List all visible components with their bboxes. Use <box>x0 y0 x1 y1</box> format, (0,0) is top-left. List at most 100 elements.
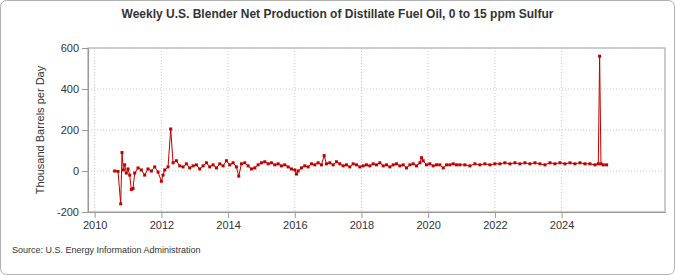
data-point <box>442 166 445 169</box>
x-tick: 2016 <box>283 212 307 231</box>
data-point <box>568 161 571 164</box>
data-point <box>445 163 448 166</box>
data-point <box>247 164 250 167</box>
data-point <box>325 162 328 165</box>
data-point <box>523 161 526 164</box>
y-tick-mark <box>82 48 88 49</box>
data-point <box>303 164 306 167</box>
data-point <box>553 162 556 165</box>
data-point <box>119 202 122 205</box>
x-tick-label: 2010 <box>83 219 107 231</box>
data-point <box>452 162 455 165</box>
y-tick: 200 <box>61 124 88 136</box>
data-point <box>235 165 238 168</box>
data-point <box>408 163 411 166</box>
data-point <box>172 161 175 164</box>
data-point <box>127 167 130 170</box>
x-tick-label: 2012 <box>150 219 174 231</box>
x-tick-mark <box>295 212 296 218</box>
data-point <box>398 164 401 167</box>
data-point <box>133 172 136 175</box>
series-line <box>115 56 607 204</box>
y-grid-line <box>88 171 665 172</box>
data-point <box>257 163 260 166</box>
data-point <box>215 166 218 169</box>
data-point <box>147 167 150 170</box>
data-point <box>263 160 266 163</box>
data-point <box>518 162 521 165</box>
data-point <box>121 151 124 154</box>
y-tick-label: -200 <box>57 206 79 218</box>
x-tick-label: 2016 <box>283 219 307 231</box>
data-point <box>240 162 243 165</box>
data-point <box>473 162 476 165</box>
data-point <box>478 163 481 166</box>
x-tick-mark <box>562 212 563 218</box>
data-point <box>415 164 418 167</box>
data-point <box>573 162 576 165</box>
source-note: Source: U.S. Energy Information Administ… <box>12 245 201 255</box>
data-point <box>483 162 486 165</box>
data-point <box>243 161 246 164</box>
x-tick: 2024 <box>550 212 574 231</box>
data-point <box>335 160 338 163</box>
data-point <box>188 166 191 169</box>
data-point <box>422 159 425 162</box>
chart-frame <box>1 1 675 275</box>
y-tick: 0 <box>73 165 88 177</box>
y-tick-label: 200 <box>61 124 79 136</box>
data-point <box>378 161 381 164</box>
data-point <box>438 163 441 166</box>
data-point <box>418 161 421 164</box>
x-tick: 2022 <box>483 212 507 231</box>
data-point <box>208 165 211 168</box>
data-point <box>368 164 371 167</box>
data-point <box>605 163 608 166</box>
data-point <box>365 163 368 166</box>
data-point <box>198 167 201 170</box>
data-point <box>338 162 341 165</box>
data-point <box>317 161 320 164</box>
x-grid-line <box>94 48 95 212</box>
data-point <box>277 162 280 165</box>
x-tick: 2018 <box>350 212 374 231</box>
data-point <box>310 162 313 165</box>
x-tick-mark <box>161 212 162 218</box>
y-grid-line <box>88 48 665 49</box>
x-grid-line <box>361 48 362 212</box>
data-point <box>175 159 178 162</box>
data-point <box>328 161 331 164</box>
data-point <box>435 163 438 166</box>
x-grid-line <box>561 48 562 212</box>
data-point <box>297 170 300 173</box>
y-tick-label: 0 <box>73 165 79 177</box>
x-tick: 2012 <box>150 212 174 231</box>
x-tick: 2014 <box>216 212 240 231</box>
data-point <box>153 165 156 168</box>
data-point <box>493 162 496 165</box>
data-point <box>342 164 345 167</box>
x-tick-label: 2024 <box>550 219 574 231</box>
data-point <box>583 162 586 165</box>
data-point <box>372 162 375 165</box>
data-point <box>192 164 195 167</box>
x-tick-label: 2020 <box>416 219 440 231</box>
data-point <box>250 167 253 170</box>
data-point <box>280 164 283 167</box>
x-grid-line <box>228 48 229 212</box>
data-point <box>295 173 298 176</box>
data-point <box>293 168 296 171</box>
data-point <box>345 163 348 166</box>
data-point <box>352 162 355 165</box>
data-point <box>382 164 385 167</box>
data-point <box>412 162 415 165</box>
data-point <box>113 170 116 173</box>
x-tick-label: 2018 <box>350 219 374 231</box>
y-tick-label: 400 <box>61 83 79 95</box>
x-tick-mark <box>428 212 429 218</box>
data-point <box>157 171 160 174</box>
data-point <box>508 162 511 165</box>
data-point <box>362 164 365 167</box>
data-point <box>162 174 165 177</box>
data-point <box>533 161 536 164</box>
